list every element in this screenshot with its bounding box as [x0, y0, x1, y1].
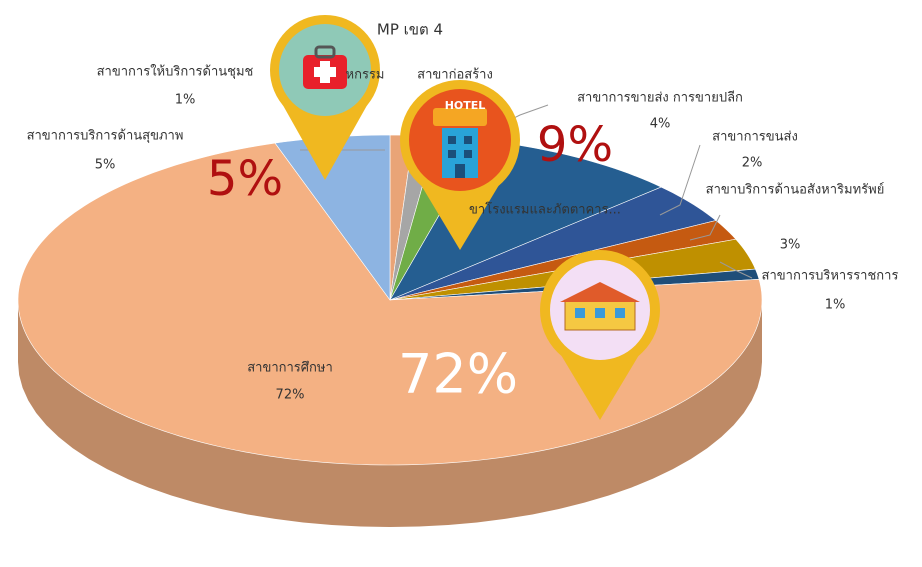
- value-label: 5%: [95, 158, 116, 173]
- category-label: สาขาบริการด้านอสังหาริมทรัพย์: [706, 182, 885, 198]
- annotation: 5%: [207, 151, 283, 207]
- value-label: 1%: [825, 298, 846, 313]
- pie-slice: [17, 142, 763, 466]
- category-label: สาขาการขนส่ง: [712, 130, 798, 145]
- value-label: 3%: [780, 238, 801, 253]
- category-label: สาขาการขายส่ง การขายปลีก: [577, 90, 743, 106]
- category-label: หกรรม: [346, 68, 385, 83]
- chart-title: MP เขต 4: [377, 21, 443, 39]
- hotel-pin: [400, 80, 520, 250]
- value-label: 4%: [650, 117, 671, 132]
- school-pin: [540, 250, 660, 420]
- category-label: สาขาการบริการด้านสุขภาพ: [27, 129, 184, 144]
- pie-slice: [389, 186, 717, 301]
- leader-line: [719, 261, 753, 279]
- pie: [17, 134, 763, 527]
- medical-pin: [270, 15, 380, 180]
- category-label: สาขาการบริหารราชการ: [762, 269, 899, 284]
- icon-text: HOTEL: [445, 99, 486, 112]
- pie-side: [18, 300, 762, 527]
- value-label: 1%: [175, 93, 196, 108]
- labels: MP เขต 4 HOTEL 5% 9% 72% สาขาการให้บริกา…: [27, 21, 899, 406]
- value-label: 2%: [742, 156, 763, 171]
- icons: [270, 15, 660, 420]
- category-label: สาขาการศึกษา: [247, 361, 333, 376]
- category-label: สาขาก่อสร้าง: [417, 68, 493, 83]
- annotation: 72%: [398, 343, 518, 406]
- category-label: ขาโรงแรมและภัตตาคาร...: [469, 202, 621, 218]
- leader-line: [659, 144, 701, 216]
- annotation: 9%: [537, 117, 613, 173]
- category-label: สาขาการให้บริการด้านชุมช: [97, 64, 254, 80]
- value-label: 72%: [276, 388, 305, 403]
- leader-line: [689, 214, 721, 241]
